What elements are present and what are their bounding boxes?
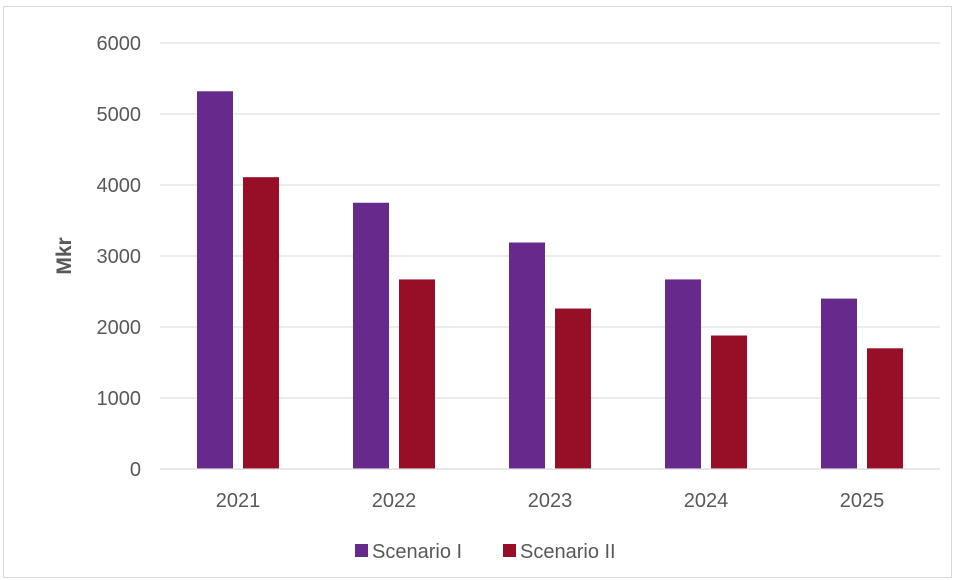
bar-scenario-ii-2022 — [399, 279, 435, 469]
bar-scenario-i-2025 — [821, 298, 857, 469]
bar-scenario-ii-2021 — [243, 177, 279, 469]
bar-scenario-i-2023 — [509, 242, 545, 469]
y-tick-label: 0 — [130, 459, 141, 481]
gridlines — [160, 42, 940, 399]
legend-swatch — [355, 544, 368, 557]
bar-scenario-i-2022 — [353, 202, 389, 469]
legend-swatch — [503, 544, 516, 557]
y-tick-label: 1000 — [97, 388, 142, 410]
chart-frame — [3, 6, 952, 578]
x-tick-label: 2025 — [840, 490, 885, 512]
bar-scenario-ii-2024 — [711, 335, 747, 469]
y-tick-label: 4000 — [97, 175, 142, 197]
y-axis-title: Mkr — [53, 237, 76, 274]
legend-label: Scenario I — [372, 541, 462, 563]
y-tick-label: 5000 — [97, 104, 142, 126]
bar-scenario-ii-2023 — [555, 308, 591, 469]
x-tick-label: 2023 — [528, 490, 573, 512]
x-tick-label: 2024 — [684, 490, 729, 512]
x-tick-label: 2022 — [372, 490, 417, 512]
y-tick-label: 6000 — [97, 33, 142, 55]
bar-scenario-ii-2025 — [867, 348, 903, 469]
legend: Scenario I Scenario II — [355, 541, 616, 563]
y-axis-ticks: 0 1000 2000 3000 4000 5000 6000 — [97, 33, 142, 481]
x-tick-label: 2021 — [216, 490, 261, 512]
y-tick-label: 2000 — [97, 317, 142, 339]
x-axis-ticks: 2021 2022 2023 2024 2025 — [216, 490, 885, 512]
bars — [197, 91, 903, 469]
y-tick-label: 3000 — [97, 246, 142, 268]
bar-scenario-i-2024 — [665, 279, 701, 469]
legend-label: Scenario II — [520, 541, 616, 563]
bar-scenario-i-2021 — [197, 91, 233, 469]
